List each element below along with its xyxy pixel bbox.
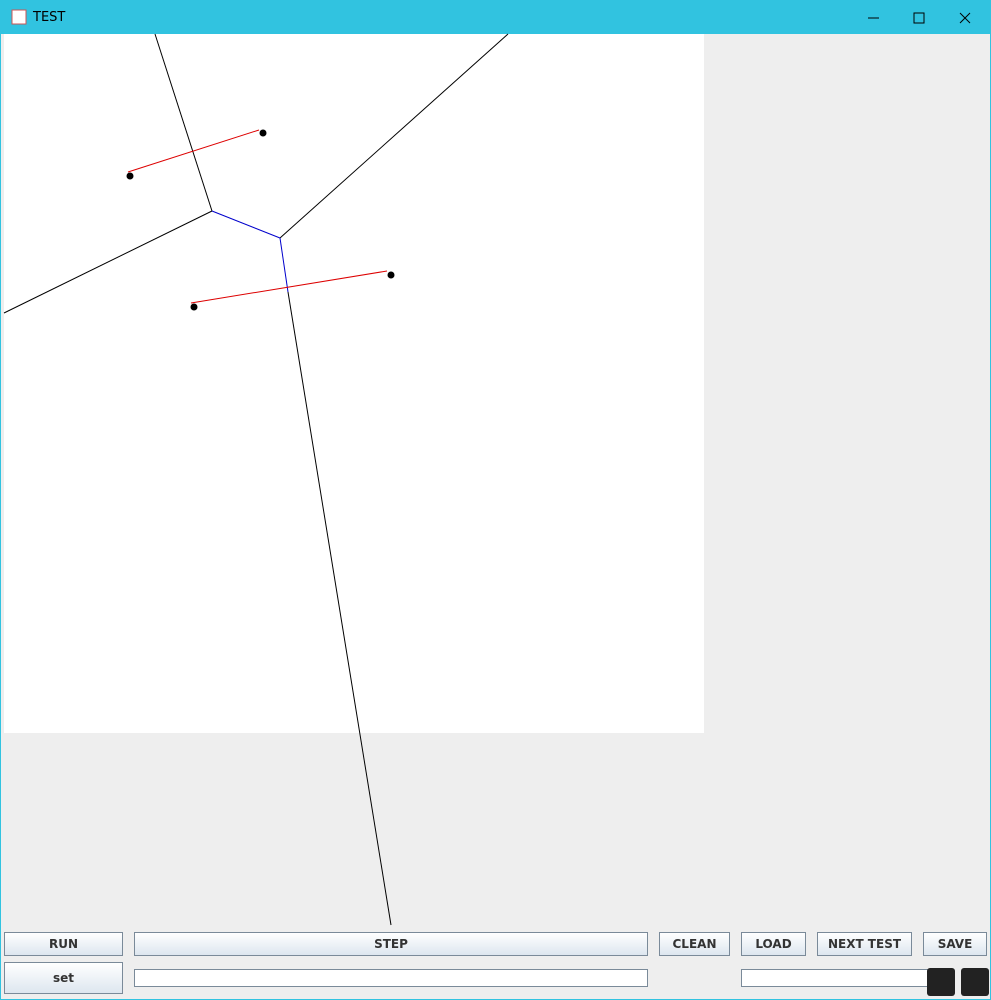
refresh-icon[interactable] <box>961 968 989 996</box>
text-field[interactable] <box>741 969 941 987</box>
red-segments <box>127 129 388 304</box>
title-bar: TEST <box>1 0 991 34</box>
save-button[interactable]: SAVE <box>923 932 987 956</box>
drawing-canvas <box>4 34 704 733</box>
clean-button[interactable]: CLEAN <box>659 932 730 956</box>
hyperplane <box>211 210 289 293</box>
set-button[interactable]: set <box>4 962 123 994</box>
close-button[interactable] <box>959 12 971 24</box>
load-button[interactable]: LOAD <box>741 932 806 956</box>
title-bar-icons <box>11 9 971 25</box>
mic-icon[interactable] <box>927 968 955 996</box>
sites <box>126 129 395 311</box>
run-button[interactable]: RUN <box>4 932 123 956</box>
voronoi-edges <box>3 33 509 926</box>
window-title: TEST <box>33 10 66 25</box>
next-test-button[interactable]: NEXT TEST <box>817 932 912 956</box>
app-icon <box>11 9 27 25</box>
text-field[interactable] <box>134 969 648 987</box>
maximize-button[interactable] <box>913 12 925 24</box>
step-button[interactable]: STEP <box>134 932 648 956</box>
